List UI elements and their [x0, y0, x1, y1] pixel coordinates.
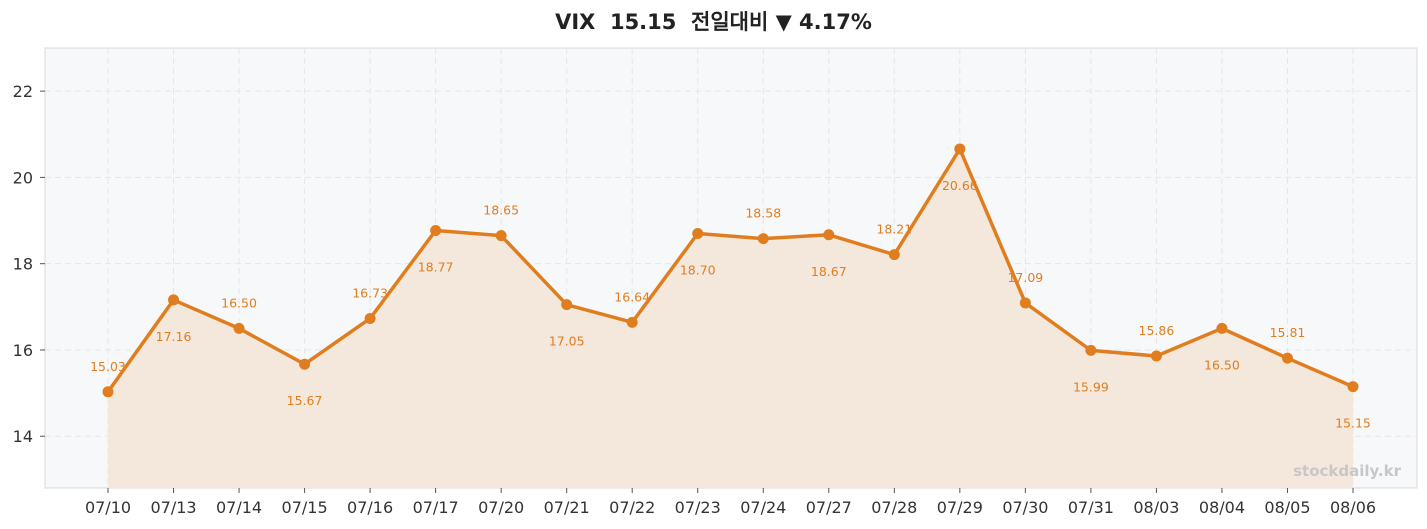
data-point — [1085, 344, 1097, 356]
x-axis-ticks: 07/10 07/13 07/14 07/15 07/16 07/17 07/20 07/21… — [85, 488, 1376, 517]
x-tick-label: 08/05 — [1264, 498, 1310, 517]
x-tick-label: 07/10 — [85, 498, 131, 517]
x-tick-label: 07/16 — [347, 498, 393, 517]
x-tick-label: 07/28 — [871, 498, 917, 517]
x-tick-label: 08/03 — [1133, 498, 1179, 517]
data-label: 16.50 — [1204, 357, 1240, 372]
data-label: 18.70 — [680, 262, 716, 277]
x-tick-label: 07/29 — [937, 498, 983, 517]
data-label: 16.64 — [614, 289, 650, 304]
data-point — [888, 249, 900, 261]
data-point — [102, 386, 114, 398]
data-labels: 15.03 17.16 16.50 15.67 16.73 18.77 18.65 17.05… — [90, 178, 1371, 431]
data-label: 16.50 — [221, 295, 257, 310]
series-area-fill — [108, 148, 1353, 489]
x-tick-label: 07/14 — [216, 498, 262, 517]
data-label: 18.58 — [745, 206, 781, 221]
x-tick-label: 07/21 — [544, 498, 590, 517]
data-point — [299, 358, 311, 370]
x-tick-label: 07/15 — [282, 498, 328, 517]
y-tick-label: 20 — [13, 168, 33, 187]
x-tick-label: 07/22 — [609, 498, 655, 517]
x-tick-label: 07/24 — [740, 498, 786, 517]
data-point — [1019, 297, 1031, 309]
data-label: 15.67 — [287, 393, 323, 408]
data-point — [430, 224, 442, 236]
data-point — [626, 316, 638, 328]
series-line — [106, 147, 1354, 393]
data-point — [168, 294, 180, 306]
data-label: 15.86 — [1139, 323, 1175, 338]
data-label: 15.03 — [90, 359, 126, 374]
data-label: 15.99 — [1073, 379, 1109, 394]
data-point — [692, 227, 704, 239]
y-tick-label: 16 — [13, 341, 33, 360]
data-label: 18.77 — [418, 259, 454, 274]
x-tick-label: 07/31 — [1068, 498, 1114, 517]
x-tick-label: 07/20 — [478, 498, 524, 517]
data-point — [757, 233, 769, 245]
data-label: 17.09 — [1007, 270, 1043, 285]
y-tick-label: 14 — [13, 427, 33, 446]
x-tick-label: 08/04 — [1199, 498, 1245, 517]
data-point — [1216, 322, 1228, 334]
data-label: 16.73 — [352, 285, 388, 300]
data-label: 18.65 — [483, 203, 519, 218]
data-label: 20.66 — [942, 178, 978, 193]
data-label: 15.81 — [1270, 325, 1306, 340]
data-label: 17.16 — [156, 329, 192, 344]
watermark: stockdaily.kr — [1293, 462, 1401, 480]
x-tick-label: 07/27 — [806, 498, 852, 517]
data-point — [561, 299, 573, 311]
data-label: 18.21 — [876, 222, 912, 237]
data-point — [1150, 350, 1162, 362]
data-point — [1347, 381, 1359, 393]
data-label: 17.05 — [549, 334, 585, 349]
x-tick-label: 07/17 — [413, 498, 459, 517]
data-point — [954, 143, 966, 155]
x-tick-label: 07/23 — [675, 498, 721, 517]
y-axis-ticks: 14 16 18 20 22 — [13, 82, 45, 446]
x-tick-label: 08/06 — [1330, 498, 1376, 517]
data-point — [823, 229, 835, 241]
x-tick-label: 07/30 — [1002, 498, 1048, 517]
data-points — [102, 143, 1359, 398]
data-point — [364, 312, 376, 324]
data-label: 18.67 — [811, 264, 847, 279]
y-tick-label: 18 — [13, 255, 33, 274]
data-point — [233, 322, 245, 334]
data-point — [1281, 352, 1293, 364]
data-point — [495, 230, 507, 242]
y-tick-label: 22 — [13, 82, 33, 101]
data-label: 15.15 — [1335, 416, 1371, 431]
x-tick-label: 07/13 — [150, 498, 196, 517]
chart-title: VIX 15.15 전일대비 ▼ 4.17% — [555, 10, 872, 34]
